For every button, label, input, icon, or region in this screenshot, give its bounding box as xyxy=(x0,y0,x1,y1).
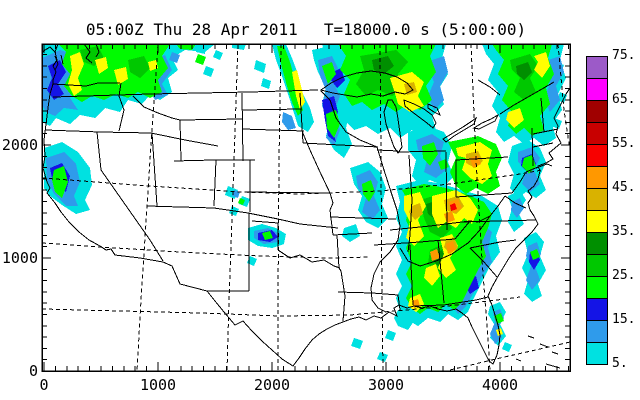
coastline xyxy=(42,44,570,367)
colorbar-segment-45 xyxy=(586,166,608,189)
colorbar-segment-35 xyxy=(586,210,608,233)
title-datetime: 05:00Z Thu 28 Apr 2011 xyxy=(85,20,298,39)
x-tick-label: 0 xyxy=(39,376,49,394)
colorbar-tick-label: 5. xyxy=(612,356,628,371)
reflectivity-shading xyxy=(42,44,567,362)
state-borders xyxy=(44,82,559,322)
colorbar-segment-20 xyxy=(586,276,608,299)
y-tick-label: 2000 xyxy=(1,136,38,154)
colorbar-segment-5 xyxy=(586,342,608,365)
x-tick-label: 2000 xyxy=(253,376,291,394)
colorbar-segment-60 xyxy=(586,100,608,123)
colorbar-segment-50 xyxy=(586,144,608,167)
y-tick-label: 1000 xyxy=(1,249,38,267)
colorbar-segment-70 xyxy=(586,56,608,79)
islands-and-details xyxy=(42,44,561,369)
map-lines xyxy=(42,44,570,371)
y-tick-label: 0 xyxy=(28,362,38,380)
colorbar-tick-label: 45. xyxy=(612,180,636,195)
colorbar-segment-40 xyxy=(586,188,608,211)
plot-title: 05:00Z Thu 28 Apr 2011 T=18000.0 s (5:00:… xyxy=(42,20,570,39)
colorbar-tick-label: 55. xyxy=(612,136,636,151)
colorbar-segment-25 xyxy=(586,254,608,277)
x-tick-label: 3000 xyxy=(367,376,405,394)
title-model-time: T=18000.0 s (5:00:00) xyxy=(323,20,527,39)
colorbar-segment-10 xyxy=(586,320,608,343)
axis-ticks xyxy=(42,44,570,372)
colorbar xyxy=(586,56,608,365)
colorbar-segment-55 xyxy=(586,122,608,145)
colorbar-segment-15 xyxy=(586,298,608,321)
colorbar-tick-label: 35. xyxy=(612,224,636,239)
reflectivity-level-35 xyxy=(68,52,550,336)
graticule xyxy=(42,44,570,371)
colorbar-tick-label: 75. xyxy=(612,48,636,63)
colorbar-tick-label: 25. xyxy=(612,268,636,283)
colorbar-segment-65 xyxy=(586,78,608,101)
x-tick-label: 1000 xyxy=(139,376,177,394)
colorbar-tick-label: 65. xyxy=(612,92,636,107)
reflectivity-level-20 xyxy=(52,44,554,324)
colorbar-tick-label: 15. xyxy=(612,312,636,327)
reflectivity-level-50 xyxy=(450,203,457,211)
x-tick-label: 4000 xyxy=(481,376,519,394)
canada-border xyxy=(52,79,555,115)
great-lakes xyxy=(319,70,500,154)
colorbar-segment-30 xyxy=(586,232,608,255)
